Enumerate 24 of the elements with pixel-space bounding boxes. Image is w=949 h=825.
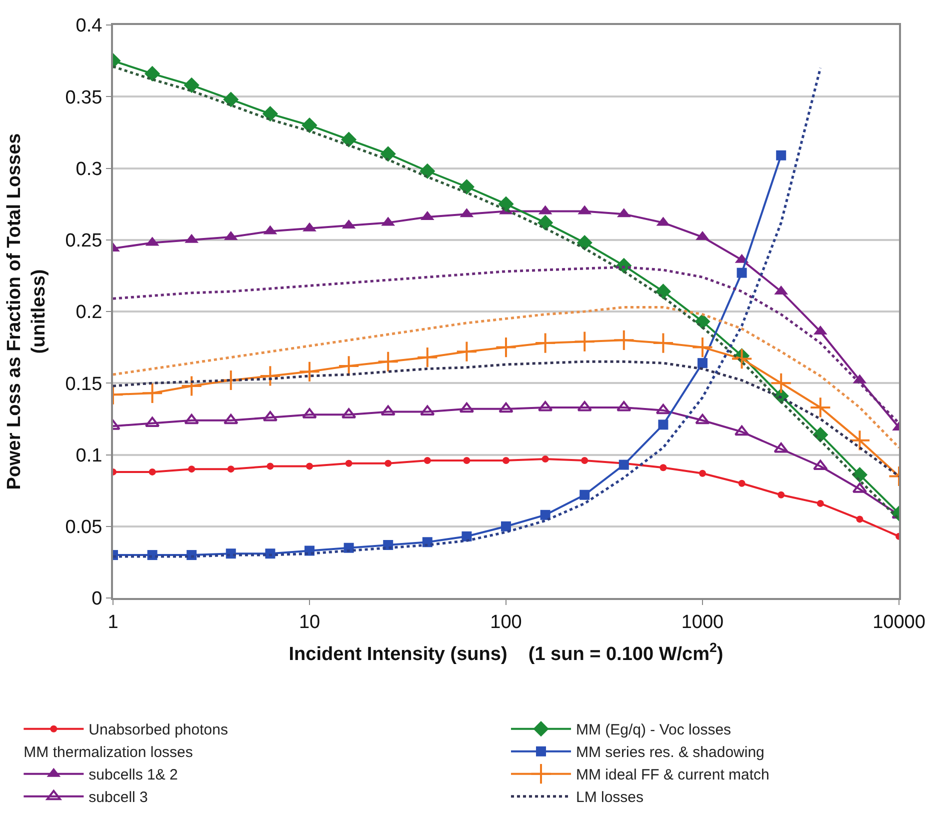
y-tick-label: 0.15 bbox=[65, 374, 102, 395]
legend-label: MM ideal FF & current match bbox=[576, 766, 770, 784]
y-tick-label: 0.25 bbox=[65, 230, 102, 252]
legend-label: MM (Eg/q) - Voc losses bbox=[576, 722, 732, 739]
x-tick-label: 10000 bbox=[872, 612, 926, 633]
y-tick-label: 0.05 bbox=[65, 517, 102, 538]
legend-label: subcell 3 bbox=[88, 789, 148, 806]
x-axis-title: Incident Intensity (suns) (1 sun = 0.100 W/cm$^{2}$) bbox=[288, 640, 724, 666]
y-tick-label: 0.2 bbox=[76, 302, 102, 324]
x-tick-label: 1 bbox=[108, 612, 118, 633]
y-tick-label: 0.3 bbox=[76, 158, 102, 180]
y-axis-title: Power Loss as Fraction of Total Losses (unitless) bbox=[4, 133, 50, 490]
legend-label: subcells 1& 2 bbox=[88, 766, 178, 784]
legend-label: LM losses bbox=[576, 789, 644, 806]
y-tick-label: 0 bbox=[92, 588, 102, 610]
legend-label: Unabsorbed photons bbox=[88, 722, 228, 739]
y-tick-label: 0.4 bbox=[76, 16, 103, 37]
x-tick-label: 100 bbox=[490, 612, 522, 633]
x-tick-label: 1000 bbox=[681, 612, 724, 633]
x-tick-label: 10 bbox=[298, 612, 320, 633]
text: MM thermalization losses bbox=[24, 744, 193, 762]
y-tick-label: 0.1 bbox=[76, 445, 102, 466]
legend-label: MM series res. & shadowing bbox=[576, 744, 764, 762]
y-tick-label: 0.35 bbox=[65, 87, 102, 108]
